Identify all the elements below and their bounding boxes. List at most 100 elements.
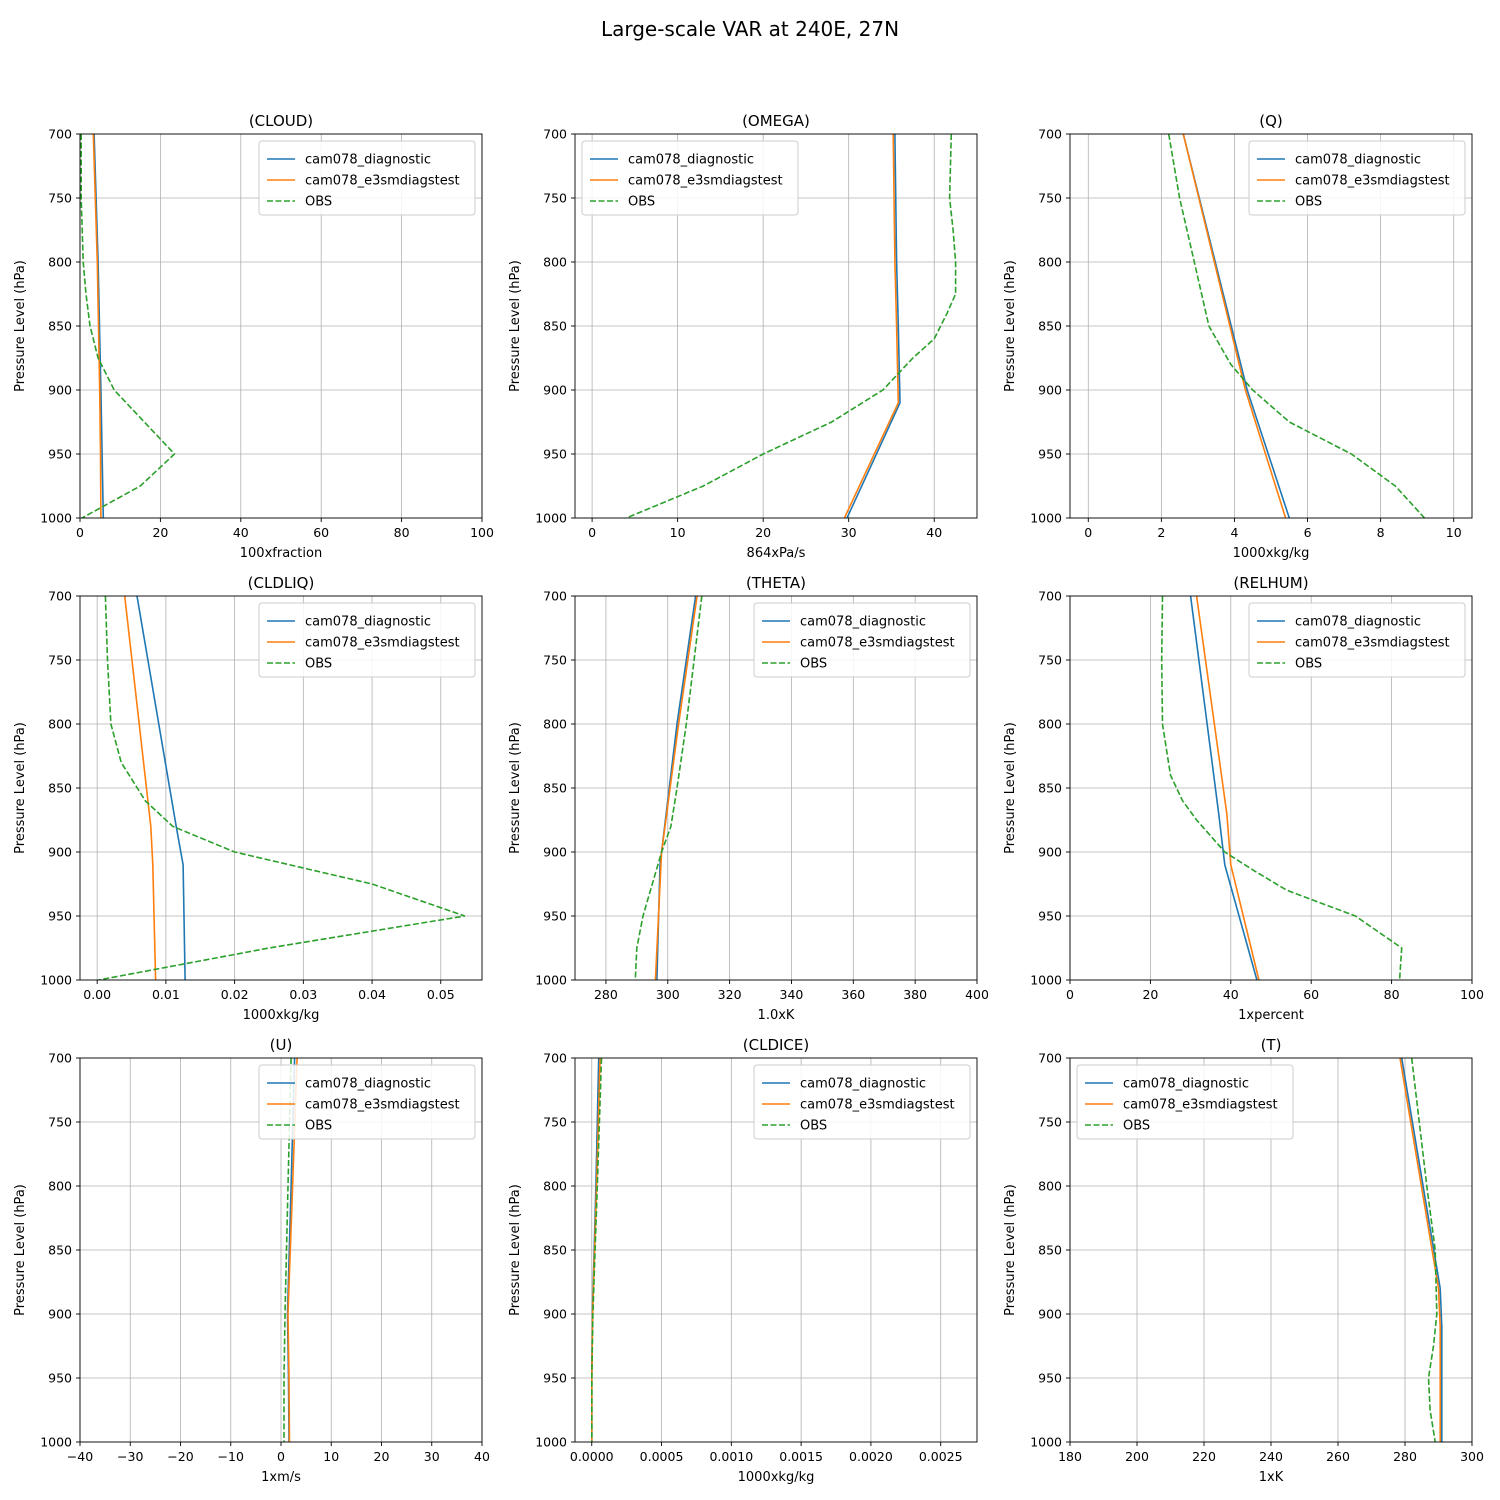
x-axis-label: 1.0xK (758, 1008, 795, 1023)
x-tick-label: 0.03 (289, 987, 317, 1002)
x-tick-label: −20 (167, 1449, 193, 1464)
y-tick-label: 700 (543, 589, 567, 604)
legend-label: cam078_e3smdiagstest (800, 1098, 955, 1113)
x-tick-label: 0.0020 (849, 1449, 893, 1464)
x-tick-label: 0.02 (221, 987, 249, 1002)
y-tick-label: 850 (1038, 781, 1062, 796)
x-tick-label: −40 (67, 1449, 93, 1464)
series-line-cam078_e3smdiagstest (843, 134, 900, 518)
y-tick-label: 750 (1038, 191, 1062, 206)
legend-label: cam078_e3smdiagstest (305, 174, 460, 189)
series-line-cam078_e3smdiagstest (1195, 596, 1260, 980)
y-tick-label: 1000 (40, 511, 72, 526)
y-tick-label: 800 (48, 717, 72, 732)
x-tick-label: 4 (1230, 525, 1238, 540)
y-tick-label: 700 (543, 127, 567, 142)
subplot-title: (U) (270, 1036, 293, 1054)
legend-label: cam078_diagnostic (800, 1077, 926, 1092)
legend: cam078_diagnostic cam078_e3smdiagstest OBS (1248, 602, 1466, 678)
series-line-OBS (1167, 134, 1426, 518)
legend: cam078_diagnostic cam078_e3smdiagstest OBS (1076, 1064, 1294, 1140)
x-tick-label: 180 (1058, 1449, 1082, 1464)
y-tick-label: 700 (48, 127, 72, 142)
subplot-t: 180 200 220 240 260 280 300 700 750 800 850 900 950 1… (1003, 1036, 1484, 1485)
subplot-title: (Q) (1259, 112, 1283, 130)
series-line-cam078_e3smdiagstest (287, 1058, 298, 1442)
series-lines (283, 1058, 298, 1442)
legend: cam078_diagnostic cam078_e3smdiagstest OBS (258, 1064, 476, 1140)
x-tick-label: 240 (1259, 1449, 1283, 1464)
legend-label: cam078_e3smdiagstest (305, 636, 460, 651)
x-tick-label: 320 (718, 987, 742, 1002)
x-tick-label: 0 (1084, 525, 1092, 540)
subplot-cldice: 0.0000 0.0005 0.0010 0.0015 0.0020 0.0025 700 7… (508, 1036, 978, 1485)
x-tick-label: −10 (218, 1449, 244, 1464)
panels: 0 20 40 60 80 1007007508008509009501000(CLOUD… (13, 112, 1484, 1485)
y-tick-label: 750 (543, 653, 567, 668)
x-tick-label: 0.0010 (709, 1449, 753, 1464)
x-tick-label: 20 (374, 1449, 390, 1464)
x-tick-label: 0.0015 (779, 1449, 823, 1464)
y-tick-label: 900 (543, 1307, 567, 1322)
x-tick-label: 80 (1384, 987, 1400, 1002)
x-axis-label: 100xfraction (240, 546, 322, 561)
legend-label: cam078_diagnostic (305, 615, 431, 630)
x-tick-label: 360 (841, 987, 865, 1002)
legend-label: cam078_diagnostic (305, 1077, 431, 1092)
y-tick-label: 750 (543, 1115, 567, 1130)
x-tick-label: 200 (1125, 1449, 1149, 1464)
legend-label: cam078_diagnostic (1295, 153, 1421, 168)
y-tick-label: 800 (543, 255, 567, 270)
legend: cam078_diagnostic cam078_e3smdiagstest OBS (753, 602, 971, 678)
x-tick-label: 80 (394, 525, 410, 540)
legend: cam078_diagnostic cam078_e3smdiagstest OBS (1248, 140, 1466, 216)
subplot-title: (THETA) (746, 574, 806, 592)
legend-label: OBS (305, 1119, 332, 1134)
series-lines (1167, 134, 1426, 518)
x-axis-label: 864xPa/s (747, 546, 806, 561)
legend-label: cam078_diagnostic (628, 153, 754, 168)
legend: cam078_diagnostic cam078_e3smdiagstest OBS (753, 1064, 971, 1140)
series-line-OBS (625, 134, 957, 518)
series-line-cam078_e3smdiagstest (1399, 1058, 1441, 1442)
y-tick-label: 800 (543, 1179, 567, 1194)
y-tick-label: 850 (543, 1243, 567, 1258)
series-line-OBS (634, 596, 703, 980)
x-axis-label: 1000xkg/kg (243, 1008, 320, 1023)
series-lines (1399, 1058, 1443, 1442)
x-tick-label: 280 (1393, 1449, 1417, 1464)
y-tick-label: 750 (48, 1115, 72, 1130)
series-line-OBS (80, 134, 176, 518)
series-line-cam078_diagnostic (1400, 1058, 1443, 1442)
y-tick-label: 800 (48, 1179, 72, 1194)
x-tick-label: 100 (1460, 987, 1484, 1002)
series-line-cam078_e3smdiagstest (654, 596, 698, 980)
legend: cam078_diagnostic cam078_e3smdiagstest OBS (258, 602, 476, 678)
legend-box (1076, 1064, 1294, 1140)
series-line-OBS (283, 1058, 292, 1442)
x-tick-label: 0.0025 (919, 1449, 963, 1464)
legend-box (581, 140, 799, 216)
legend-label: cam078_diagnostic (1295, 615, 1421, 630)
x-tick-label: 300 (1460, 1449, 1484, 1464)
x-tick-label: 300 (656, 987, 680, 1002)
subplot-u: −40 −30 −20 −10 0 10 20 30 40 700 750 800 850 900 950 1… (13, 1036, 490, 1485)
x-tick-label: 40 (926, 525, 942, 540)
legend-box (1248, 140, 1466, 216)
y-tick-label: 800 (1038, 717, 1062, 732)
x-tick-label: 0.0005 (640, 1449, 684, 1464)
y-tick-label: 900 (48, 383, 72, 398)
x-tick-label: 400 (965, 987, 989, 1002)
y-tick-label: 900 (48, 845, 72, 860)
subplot-title: (RELHUM) (1233, 574, 1308, 592)
legend-label: cam078_e3smdiagstest (628, 174, 783, 189)
y-tick-label: 1000 (535, 1435, 567, 1450)
legend-box (258, 1064, 476, 1140)
series-line-cam078_e3smdiagstest (123, 596, 157, 980)
x-axis-label: 1xm/s (261, 1470, 301, 1485)
x-tick-label: 20 (1142, 987, 1158, 1002)
legend-label: cam078_diagnostic (305, 153, 431, 168)
y-axis-label: Pressure Level (hPa) (1003, 1184, 1018, 1316)
x-tick-label: 0.00 (83, 987, 111, 1002)
y-tick-label: 800 (48, 255, 72, 270)
